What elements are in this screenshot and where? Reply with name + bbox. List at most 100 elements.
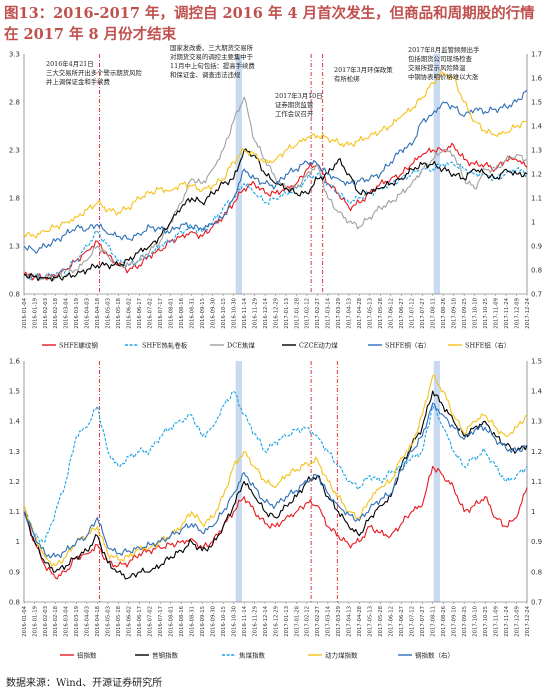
x-tick-label: 2017-06-12	[389, 606, 395, 637]
x-tick-label: 2017-12-24	[525, 605, 531, 636]
x-tick-label: 2016-08-16	[179, 297, 185, 328]
x-tick-label: 2017-07-27	[420, 298, 426, 329]
legend-label-1: 普钢指数	[152, 650, 179, 659]
y-right-tick-label: 1.1	[531, 478, 542, 486]
x-tick-label: 2016-06-17	[137, 298, 143, 329]
x-tick-label: 2016-06-17	[137, 606, 143, 637]
annotation-1: 国家发改委、三大期货交易所对期货交易的调控主要集中于11月中上旬包括：提高手续费…	[170, 43, 255, 79]
annotation-line: 有所松绑	[334, 74, 360, 83]
x-tick-label: 2016-07-02	[148, 298, 154, 329]
y-right-tick-label: 1.2	[531, 448, 542, 456]
y-right-tick-label: 1.4	[531, 388, 543, 396]
x-tick-label: 2016-10-30	[231, 297, 237, 328]
y-left-tick-label: 1.4	[9, 418, 21, 426]
x-tick-label: 2017-08-11	[430, 298, 436, 329]
y-right-tick-label: 1.1	[531, 194, 542, 202]
x-tick-label: 2017-07-12	[410, 298, 416, 329]
x-tick-label: 2016-03-04	[64, 297, 70, 328]
x-tick-label: 2017-07-12	[410, 606, 416, 637]
chart-cyclical-stock-index: 0.8 0.9 1 1.1 1.2 1.3 1.4 1.5 1.6 0.7 0.8 0.9 1 1.1 1.…	[9, 357, 543, 659]
y-right-tick-label: 1.2	[531, 170, 542, 178]
y-left-tick-label: 1.6	[9, 357, 21, 365]
highlight-band-0	[235, 361, 242, 602]
x-tick-label: 2017-10-25	[483, 298, 489, 329]
x-tick-label: 2017-02-27	[315, 606, 321, 637]
x-tick-label: 2016-01-19	[32, 606, 38, 637]
x-tick-label: 2017-12-24	[525, 297, 531, 328]
x-tick-label: 2017-06-27	[399, 298, 405, 329]
x-tick-label: 2017-04-13	[347, 298, 353, 329]
legend-label-3: CZCE动力煤	[299, 340, 338, 349]
annotation-line: 2016年4月21日	[46, 59, 94, 68]
legend-label-0: SHFE螺纹钢	[59, 340, 98, 349]
x-tick-label: 2017-05-28	[378, 297, 384, 328]
data-source: 数据来源：Wind、开源证券研究所	[6, 678, 163, 689]
x-tick-label: 2017-11-24	[504, 297, 510, 328]
y-right-tick-label: 0.9	[531, 538, 542, 546]
x-tick-label: 2016-09-15	[200, 298, 206, 329]
x-tick-label: 2016-08-16	[179, 605, 185, 636]
x-tick-label: 2017-03-14	[326, 297, 332, 328]
x-tick-label: 2016-10-15	[221, 298, 227, 329]
x-tick-label: 2016-07-17	[158, 606, 164, 637]
x-tick-label: 2016-12-29	[273, 298, 279, 329]
x-tick-label: 2016-01-19	[32, 298, 38, 329]
x-tick-label: 2017-09-10	[451, 605, 457, 636]
x-tick-label: 2017-09-10	[451, 297, 457, 328]
x-tick-label: 2016-11-14	[242, 605, 248, 636]
x-tick-label: 2017-08-26	[441, 297, 447, 328]
series-line-4	[23, 89, 528, 254]
series-line-2	[23, 390, 528, 543]
y-left-tick-label: 0.9	[9, 568, 20, 576]
annotation-line: 和保证金、调查违法违规	[170, 70, 241, 79]
x-tick-label: 2017-09-25	[462, 606, 468, 637]
x-tick-label: 2016-01-04	[22, 297, 28, 328]
annotation-line: 2017年3月环保政策	[334, 65, 393, 74]
x-tick-label: 2017-01-13	[284, 606, 290, 637]
y-right-tick-label: 0.9	[531, 242, 542, 250]
x-tick-label: 2016-09-30	[210, 605, 216, 636]
highlight-band-0	[235, 54, 242, 294]
y-left-tick-label: 1.3	[9, 242, 20, 250]
x-tick-label: 2017-10-25	[483, 606, 489, 637]
y-left-tick-label: 3.3	[9, 50, 20, 58]
y-left-tick-label: 2.8	[9, 98, 20, 106]
x-tick-label: 2016-08-01	[169, 606, 175, 637]
annotation-line: 包括期货公司现场检查	[408, 54, 473, 63]
x-tick-label: 2017-05-13	[368, 606, 374, 637]
x-tick-label: 2016-08-31	[189, 298, 195, 329]
x-tick-label: 2016-11-29	[252, 606, 258, 637]
y-left-tick-label: 1.2	[9, 478, 20, 486]
x-tick-label: 2017-06-27	[399, 606, 405, 637]
y-right-tick-label: 1.7	[531, 50, 542, 58]
x-tick-label: 2016-05-03	[106, 606, 112, 637]
series-line-1	[23, 390, 528, 580]
annotation-line: 工作会议召开	[275, 109, 314, 118]
highlight-band-1	[433, 54, 441, 294]
series-line-3	[23, 374, 528, 567]
series-line-4	[23, 402, 528, 559]
x-tick-label: 2017-12-09	[514, 606, 520, 637]
series-line-3	[23, 148, 528, 282]
series-line-5	[23, 70, 528, 239]
y-right-tick-label: 1.5	[531, 357, 542, 365]
x-tick-label: 2016-02-03	[43, 606, 49, 637]
x-tick-label: 2016-04-18	[95, 297, 101, 328]
y-right-tick-label: 0.8	[531, 266, 542, 274]
x-tick-label: 2016-02-18	[53, 605, 59, 636]
x-tick-label: 2017-06-12	[389, 298, 395, 329]
annotation-line: 三大交易所开出多个警示期货风险	[46, 68, 142, 77]
legend-label-2: DCE焦煤	[227, 340, 255, 349]
x-tick-label: 2016-06-02	[127, 298, 133, 329]
figure-title: 图13：2016-2017 年，调控自 2016 年 4 月首次发生，但商品和周…	[4, 5, 535, 43]
x-tick-label: 2017-02-12	[305, 298, 311, 329]
legend-label-0: 铝指数	[77, 650, 97, 659]
y-right-tick-label: 0.7	[531, 290, 542, 298]
y-right-tick-label: 1	[531, 218, 535, 226]
y-left-tick-label: 1.8	[9, 194, 20, 202]
legend-label-5: SHFE铝（右）	[465, 340, 510, 349]
y-right-tick-label: 1.5	[531, 98, 542, 106]
series-line-2	[23, 96, 528, 281]
